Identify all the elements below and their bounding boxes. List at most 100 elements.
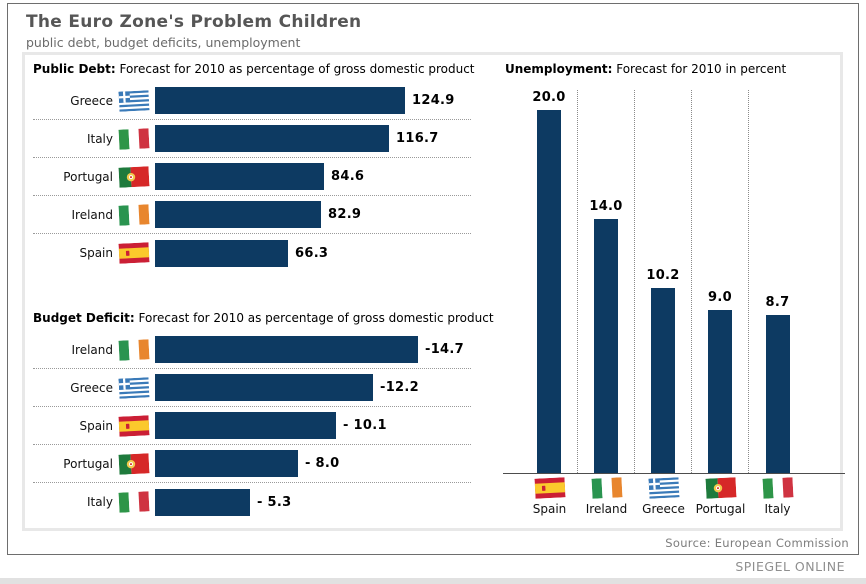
bar-track: - 8.0 bbox=[155, 450, 471, 477]
country-label: Ireland bbox=[71, 207, 113, 222]
bar-track: 82.9 bbox=[155, 201, 471, 228]
ireland-flag-icon bbox=[118, 203, 150, 226]
greece-flag-icon bbox=[118, 376, 150, 399]
bar bbox=[765, 315, 790, 473]
public-debt-chart: Public Debt: Forecast for 2010 as percen… bbox=[33, 62, 475, 272]
country-label: Greece bbox=[642, 502, 685, 516]
budget-deficit-chart: Budget Deficit: Forecast for 2010 as per… bbox=[33, 311, 494, 521]
unemployment-header: Unemployment: Forecast for 2010 in perce… bbox=[505, 62, 786, 76]
public-debt-rows: Greece 124.9 Italy 116.7 Portugal 84.6 I… bbox=[33, 82, 471, 272]
column-plot-area: 10.2 bbox=[635, 90, 692, 473]
bar bbox=[155, 87, 405, 114]
value-label: 66.3 bbox=[295, 245, 329, 261]
bar bbox=[155, 336, 418, 363]
bar-row: Ireland 82.9 bbox=[33, 196, 471, 234]
portugal-flag-icon bbox=[704, 477, 737, 499]
column-plot-area: 20.0 bbox=[521, 90, 578, 473]
source-note: Source: European Commission bbox=[665, 536, 849, 550]
public-debt-title: Public Debt: bbox=[33, 62, 116, 76]
bar bbox=[155, 163, 324, 190]
budget-deficit-title: Budget Deficit: bbox=[33, 311, 135, 325]
italy-flag-icon bbox=[761, 477, 794, 499]
page-subtitle: public debt, budget deficits, unemployme… bbox=[26, 35, 301, 50]
unemployment-title: Unemployment: bbox=[505, 62, 613, 76]
country-label: Italy bbox=[86, 131, 113, 146]
ireland-flag-icon bbox=[118, 338, 150, 361]
bar bbox=[155, 412, 336, 439]
unemployment-subtitle: Forecast for 2010 in percent bbox=[612, 62, 787, 76]
bar-row: Portugal - 8.0 bbox=[33, 445, 471, 483]
value-label: - 8.0 bbox=[305, 456, 340, 471]
value-label: -14.7 bbox=[425, 342, 464, 357]
country-label: Portugal bbox=[63, 456, 113, 471]
public-debt-subtitle: Forecast for 2010 as percentage of gross… bbox=[115, 62, 475, 76]
bar-row: Spain 66.3 bbox=[33, 234, 471, 272]
bar bbox=[537, 110, 561, 473]
country-label: Italy bbox=[86, 495, 113, 509]
column-plot-area: 9.0 bbox=[692, 90, 749, 473]
country-label: Portugal bbox=[695, 502, 746, 516]
value-label: 124.9 bbox=[412, 93, 455, 108]
bar-track: 84.6 bbox=[155, 163, 471, 190]
country-label: Italy bbox=[764, 502, 791, 516]
country-label: Ireland bbox=[71, 342, 113, 357]
spain-flag-icon bbox=[118, 414, 150, 437]
bar bbox=[155, 239, 288, 267]
value-label: 20.0 bbox=[532, 90, 566, 105]
bottom-divider bbox=[0, 578, 866, 584]
column-plot-area: 14.0 bbox=[578, 90, 635, 473]
bar-column: 14.0 Ireland bbox=[578, 90, 635, 516]
budget-deficit-subtitle: Forecast for 2010 as percentage of gross… bbox=[134, 311, 494, 325]
value-label: 10.2 bbox=[646, 268, 680, 283]
portugal-flag-icon bbox=[118, 452, 150, 475]
value-label: 8.7 bbox=[765, 295, 790, 310]
spain-flag-icon bbox=[533, 477, 566, 499]
public-debt-header: Public Debt: Forecast for 2010 as percen… bbox=[33, 62, 475, 76]
bar-column: 9.0 Portugal bbox=[692, 90, 749, 516]
chart-panel: Public Debt: Forecast for 2010 as percen… bbox=[22, 52, 845, 531]
bar bbox=[651, 288, 675, 473]
bar bbox=[155, 201, 321, 228]
country-label: Spain bbox=[79, 246, 113, 260]
value-label: - 5.3 bbox=[257, 494, 292, 510]
budget-deficit-rows: Ireland -14.7 Greece -12.2 Spain - 10.1 … bbox=[33, 331, 471, 521]
ireland-flag-icon bbox=[590, 477, 623, 499]
bar-row: Portugal 84.6 bbox=[33, 158, 471, 196]
country-label: Spain bbox=[532, 502, 567, 516]
bar-row: Italy - 5.3 bbox=[33, 483, 471, 521]
value-label: -12.2 bbox=[380, 380, 419, 395]
value-label: 14.0 bbox=[589, 199, 623, 214]
bar bbox=[155, 488, 250, 516]
bar-track: -12.2 bbox=[155, 374, 471, 401]
unemployment-columns: 20.0 Spain 14.0 Ireland 10.2 Greece 9.0 … bbox=[521, 90, 806, 516]
value-label: 84.6 bbox=[331, 169, 365, 184]
greece-flag-icon bbox=[647, 477, 680, 499]
country-label: Greece bbox=[70, 93, 113, 108]
budget-deficit-header: Budget Deficit: Forecast for 2010 as per… bbox=[33, 311, 494, 325]
country-label: Portugal bbox=[63, 169, 113, 184]
bar-column: 20.0 Spain bbox=[521, 90, 578, 516]
country-label: Ireland bbox=[585, 502, 628, 516]
value-label: - 10.1 bbox=[343, 418, 387, 433]
bar-row: Greece 124.9 bbox=[33, 82, 471, 120]
bar-column: 10.2 Greece bbox=[635, 90, 692, 516]
spain-flag-icon bbox=[118, 242, 150, 264]
bar-track: 66.3 bbox=[155, 239, 471, 267]
country-label: Spain bbox=[79, 418, 113, 433]
publisher-credit: SPIEGEL ONLINE bbox=[735, 559, 845, 574]
greece-flag-icon bbox=[118, 89, 150, 112]
bar-track: - 5.3 bbox=[155, 488, 471, 516]
value-label: 116.7 bbox=[396, 131, 439, 146]
bar bbox=[594, 219, 618, 473]
infographic-frame: The Euro Zone's Problem Children public … bbox=[7, 3, 859, 555]
bar-track: - 10.1 bbox=[155, 412, 471, 439]
country-label: Greece bbox=[70, 380, 113, 395]
bar-track: 116.7 bbox=[155, 125, 471, 152]
bar-column: 8.7 Italy bbox=[749, 90, 806, 516]
bar-row: Spain - 10.1 bbox=[33, 407, 471, 445]
bar-track: 124.9 bbox=[155, 87, 471, 114]
value-label: 82.9 bbox=[328, 207, 362, 222]
page-title: The Euro Zone's Problem Children bbox=[26, 12, 362, 32]
bar-row: Greece -12.2 bbox=[33, 369, 471, 407]
bar-track: -14.7 bbox=[155, 336, 471, 363]
